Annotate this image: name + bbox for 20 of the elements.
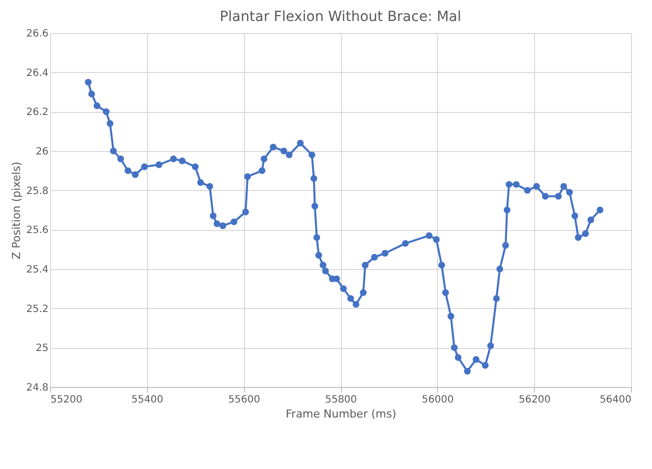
x-tick-label: 55800 bbox=[325, 394, 357, 406]
y-tick-label: 25.6 bbox=[26, 225, 48, 236]
y-tick-label: 26.2 bbox=[26, 107, 48, 118]
y-axis-title: Z Position (pixels) bbox=[10, 162, 24, 260]
chart-title: Plantar Flexion Without Brace: Mal bbox=[220, 9, 462, 25]
x-tick-label: 55200 bbox=[50, 394, 82, 406]
x-tick-label: 56400 bbox=[600, 394, 632, 406]
y-tick-label: 25.4 bbox=[26, 264, 48, 276]
x-axis-title: Frame Number (ms) bbox=[286, 408, 396, 420]
y-tick-label: 26.4 bbox=[26, 68, 48, 79]
y-tick-label: 26.6 bbox=[26, 28, 48, 40]
x-tick-label: 55600 bbox=[228, 394, 260, 406]
y-tick-label: 24.8 bbox=[26, 382, 48, 394]
y-tick-label: 25.2 bbox=[26, 304, 48, 315]
y-tick-label: 25.8 bbox=[26, 186, 48, 197]
y-tick-label: 26 bbox=[36, 146, 48, 158]
x-tick-label: 56200 bbox=[518, 394, 551, 406]
y-tick-label: 25 bbox=[36, 343, 48, 354]
x-tick-label: 56000 bbox=[422, 394, 454, 406]
x-tick-label: 55400 bbox=[131, 394, 164, 406]
